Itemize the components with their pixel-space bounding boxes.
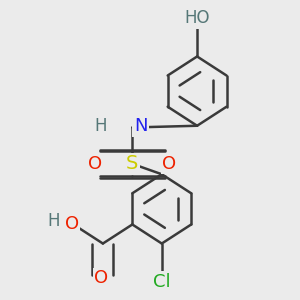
Text: H: H	[48, 212, 60, 230]
Text: O: O	[65, 215, 79, 233]
Text: O: O	[88, 155, 103, 173]
Text: O: O	[94, 269, 109, 287]
Text: S: S	[126, 154, 139, 173]
Text: H: H	[95, 117, 107, 135]
Text: N: N	[134, 117, 147, 135]
Text: HO: HO	[184, 9, 210, 27]
Text: O: O	[162, 155, 176, 173]
Text: Cl: Cl	[153, 273, 171, 291]
